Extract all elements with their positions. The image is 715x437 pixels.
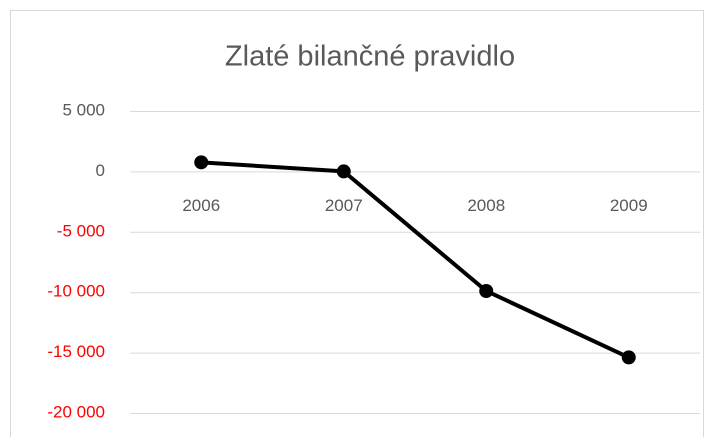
chart-frame <box>10 10 704 437</box>
point <box>194 155 209 170</box>
chart-title: Zlaté bilančné pravidlo <box>225 41 515 73</box>
y-tick-label: -5 000 <box>57 221 105 240</box>
point <box>621 350 636 365</box>
x-tick-label: 2007 <box>325 196 363 215</box>
x-tick-label: 2008 <box>467 196 505 215</box>
y-tick-label: 5 000 <box>62 100 105 119</box>
line <box>201 160 630 360</box>
y-tick-label: -10 000 <box>47 282 105 301</box>
y-tick-label: -15 000 <box>47 342 105 361</box>
x-tick-label: 2009 <box>610 196 648 215</box>
x-tick-label: 2006 <box>182 196 220 215</box>
y-tick-label: 0 <box>96 161 105 180</box>
y-tick-label: -20 000 <box>47 402 105 421</box>
point <box>336 164 351 179</box>
point <box>479 283 494 298</box>
